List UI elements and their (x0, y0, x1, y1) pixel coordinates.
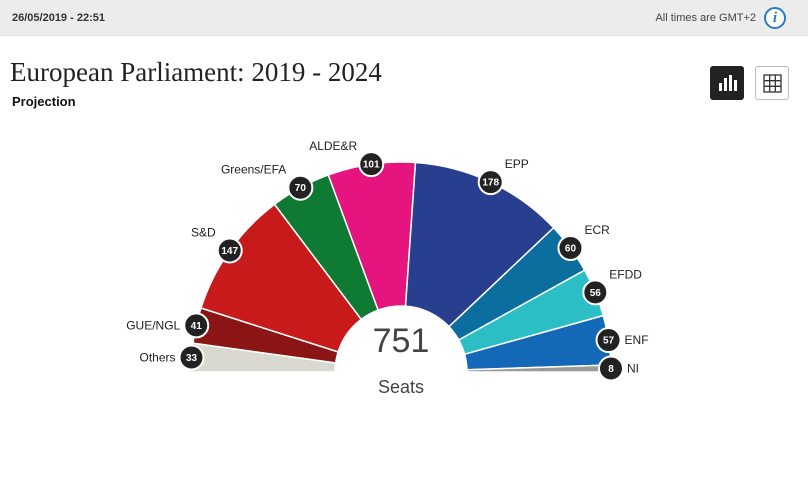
seat-badge-gue-ngl: 41 (183, 312, 210, 339)
svg-text:60: 60 (565, 243, 577, 254)
chart-view-button[interactable] (710, 66, 744, 100)
svg-text:70: 70 (295, 183, 307, 194)
segment-s-d[interactable] (200, 203, 363, 353)
party-label-others: Others (139, 351, 175, 365)
page-subtitle: Projection (12, 94, 76, 109)
party-label-enf: ENF (625, 333, 649, 347)
table-view-button[interactable] (755, 66, 789, 100)
party-label-ni: NI (627, 361, 639, 375)
party-label-alde-r: ALDE&R (309, 139, 357, 153)
svg-text:101: 101 (363, 160, 380, 171)
party-label-greens-efa: Greens/EFA (221, 163, 286, 177)
segment-epp[interactable] (404, 161, 555, 328)
info-icon[interactable]: i (764, 7, 786, 29)
party-label-s-d: S&D (191, 225, 216, 239)
total-seats-label: Seats (378, 377, 424, 397)
seat-badge-ecr: 60 (557, 234, 584, 261)
svg-text:57: 57 (603, 336, 615, 347)
svg-text:41: 41 (191, 321, 203, 332)
timezone-note: All times are GMT+2 (655, 12, 756, 24)
svg-text:178: 178 (482, 178, 499, 189)
seat-badge-ni: 8 (597, 355, 624, 382)
bar-chart-icon (719, 75, 737, 91)
page-title: European Parliament: 2019 - 2024 (10, 57, 382, 87)
seat-badge-others: 33 (178, 344, 205, 371)
total-seats-value: 751 (373, 322, 430, 360)
seat-badge-epp: 178 (477, 169, 504, 196)
seat-badge-greens-efa: 70 (287, 174, 314, 201)
party-label-epp: EPP (505, 157, 529, 171)
party-label-efdd: EFDD (609, 267, 642, 281)
top-bar: 26/05/2019 - 22:51 All times are GMT+2 i (0, 0, 808, 36)
seat-badge-alde-r: 101 (358, 151, 385, 178)
seat-badge-efdd: 56 (582, 279, 609, 306)
seat-badge-s-d: 147 (216, 237, 243, 264)
svg-text:56: 56 (590, 288, 602, 299)
party-label-gue-ngl: GUE/NGL (126, 318, 180, 332)
grid-icon (763, 74, 782, 93)
svg-text:147: 147 (221, 246, 238, 257)
svg-text:33: 33 (186, 353, 198, 364)
seat-badge-enf: 57 (595, 327, 622, 354)
party-label-ecr: ECR (584, 223, 610, 237)
svg-text:8: 8 (608, 364, 614, 375)
timestamp: 26/05/2019 - 22:51 (12, 12, 105, 24)
